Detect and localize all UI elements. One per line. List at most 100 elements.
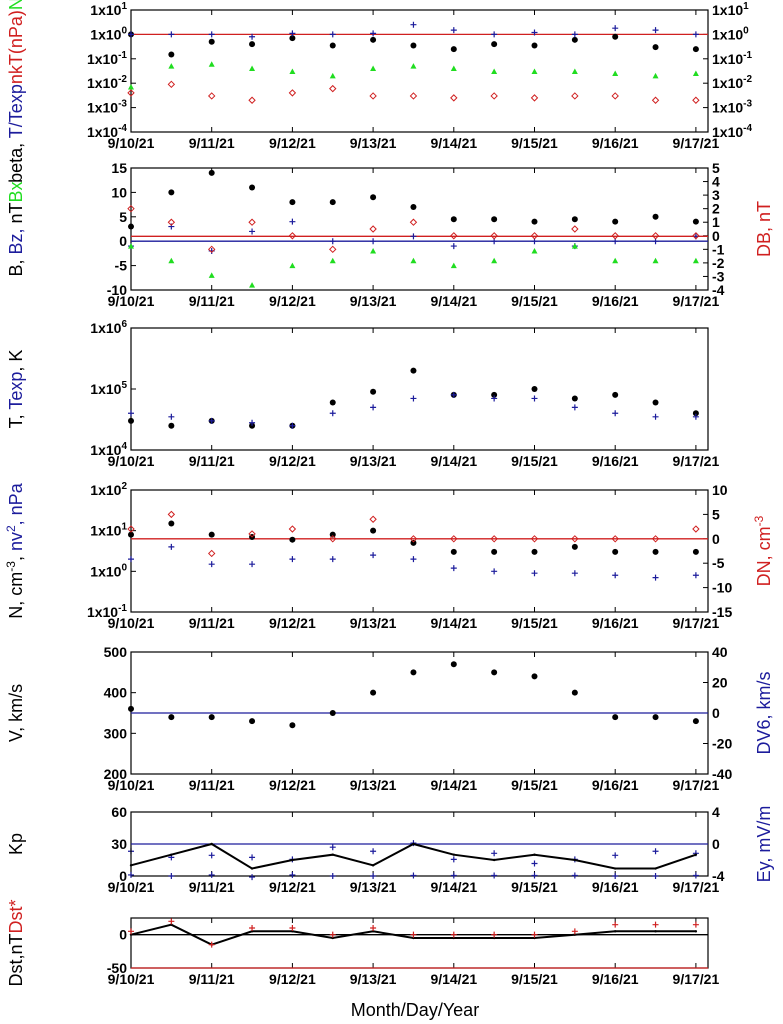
data-point (207, 549, 216, 558)
data-point (167, 510, 176, 519)
y-tick-label: 5 (119, 209, 127, 225)
x-tick-label: 9/13/21 (350, 135, 397, 151)
data-point (249, 422, 256, 429)
y-tick-label-right: 3 (712, 187, 720, 203)
data-point (128, 531, 134, 538)
data-point (530, 535, 539, 543)
data-point (450, 46, 457, 53)
data-point (370, 247, 377, 254)
data-point (168, 413, 175, 420)
data-point (450, 243, 457, 250)
x-tick-label: 9/11/21 (189, 777, 235, 793)
data-point (491, 216, 498, 223)
x-tick-label: 9/11/21 (189, 293, 235, 309)
data-point (571, 543, 578, 550)
data-point (571, 570, 578, 577)
data-point (692, 572, 699, 579)
data-point (491, 872, 498, 879)
data-point (127, 204, 135, 213)
data-point (652, 257, 659, 264)
data-point (370, 36, 377, 43)
data-point (329, 873, 336, 879)
data-point (369, 92, 377, 100)
data-point (571, 216, 578, 223)
data-point (652, 399, 659, 406)
data-point (289, 68, 296, 75)
data-point (329, 399, 336, 406)
data-point (370, 848, 377, 855)
y-tick-label: 1x101 (90, 522, 127, 539)
data-point (410, 233, 417, 240)
x-tick-label: 9/15/21 (511, 615, 558, 631)
data-point (491, 41, 498, 48)
x-tick-label: 9/14/21 (430, 777, 477, 793)
data-point (370, 238, 377, 245)
x-axis-title: Month/Day/Year (351, 1000, 479, 1020)
x-tick-label: 9/11/21 (189, 879, 235, 895)
data-point (692, 70, 699, 76)
y-axis-label-right: Ey, mV/m (754, 806, 774, 883)
data-point (694, 853, 698, 856)
series-beta (128, 31, 699, 58)
x-tick-label: 9/14/21 (430, 879, 477, 895)
data-point (654, 930, 657, 933)
series-Bx (128, 243, 699, 288)
data-point (692, 96, 700, 104)
data-point (207, 245, 216, 254)
data-point (450, 262, 457, 269)
data-point (571, 68, 578, 75)
x-tick-label: 9/10/21 (108, 879, 155, 895)
y-tick-label: 1x10-1 (87, 603, 127, 620)
x-tick-label: 9/15/21 (511, 777, 558, 793)
x-tick-label: 9/11/21 (189, 615, 235, 631)
data-point (491, 548, 498, 555)
y-tick-label: 1x10-1 (87, 50, 127, 67)
data-point (412, 842, 415, 846)
y-tick-label: 1x105 (90, 380, 127, 397)
data-point (612, 410, 619, 417)
data-point (370, 552, 377, 559)
x-tick-label: 9/13/21 (350, 453, 397, 469)
panel-velocity: 9/10/21 9/11/21 9/12/21 9/13/21 9/14/21 9/15/… (6, 644, 774, 867)
data-point (208, 871, 215, 878)
y-tick-label-right: 1x100 (712, 25, 749, 42)
data-point (491, 931, 498, 938)
data-point (410, 669, 417, 676)
y-tick-label: 1x102 (90, 481, 127, 498)
panel-magnetic-field: 9/10/21 9/11/21 9/12/21 9/13/21 9/14/21 9/15/… (6, 160, 774, 309)
data-point (692, 46, 699, 53)
data-point (128, 83, 134, 90)
data-point (692, 257, 699, 264)
data-point (289, 199, 296, 206)
y-tick-label-right: -1 (712, 241, 725, 257)
data-point (450, 661, 457, 668)
data-point (692, 872, 699, 879)
x-tick-label: 9/14/21 (430, 293, 477, 309)
y-tick-label-right: 1x101 (712, 1, 749, 18)
data-point (531, 42, 538, 49)
data-point (612, 33, 619, 40)
data-point (531, 68, 538, 75)
y-tick-label-right: -3 (712, 268, 725, 284)
data-point (210, 842, 213, 846)
data-point (129, 864, 133, 867)
x-tick-label: 9/15/21 (511, 135, 558, 151)
data-point (208, 272, 215, 278)
data-point (128, 928, 134, 935)
data-point (612, 391, 619, 398)
series-DB (127, 204, 700, 254)
data-point (573, 933, 577, 936)
data-point (692, 548, 699, 555)
data-point (167, 80, 176, 89)
data-point (531, 548, 538, 555)
data-point (168, 63, 175, 69)
data-point (249, 41, 256, 48)
x-tick-label: 9/16/21 (592, 777, 639, 793)
data-point (127, 525, 135, 533)
data-point (531, 860, 538, 867)
y-tick-label: 200 (104, 766, 128, 782)
data-point (612, 873, 619, 879)
data-point (571, 243, 578, 249)
y-axis-label-right: DN, cm-3 (752, 515, 774, 586)
x-tick-label: 9/10/21 (108, 293, 155, 309)
